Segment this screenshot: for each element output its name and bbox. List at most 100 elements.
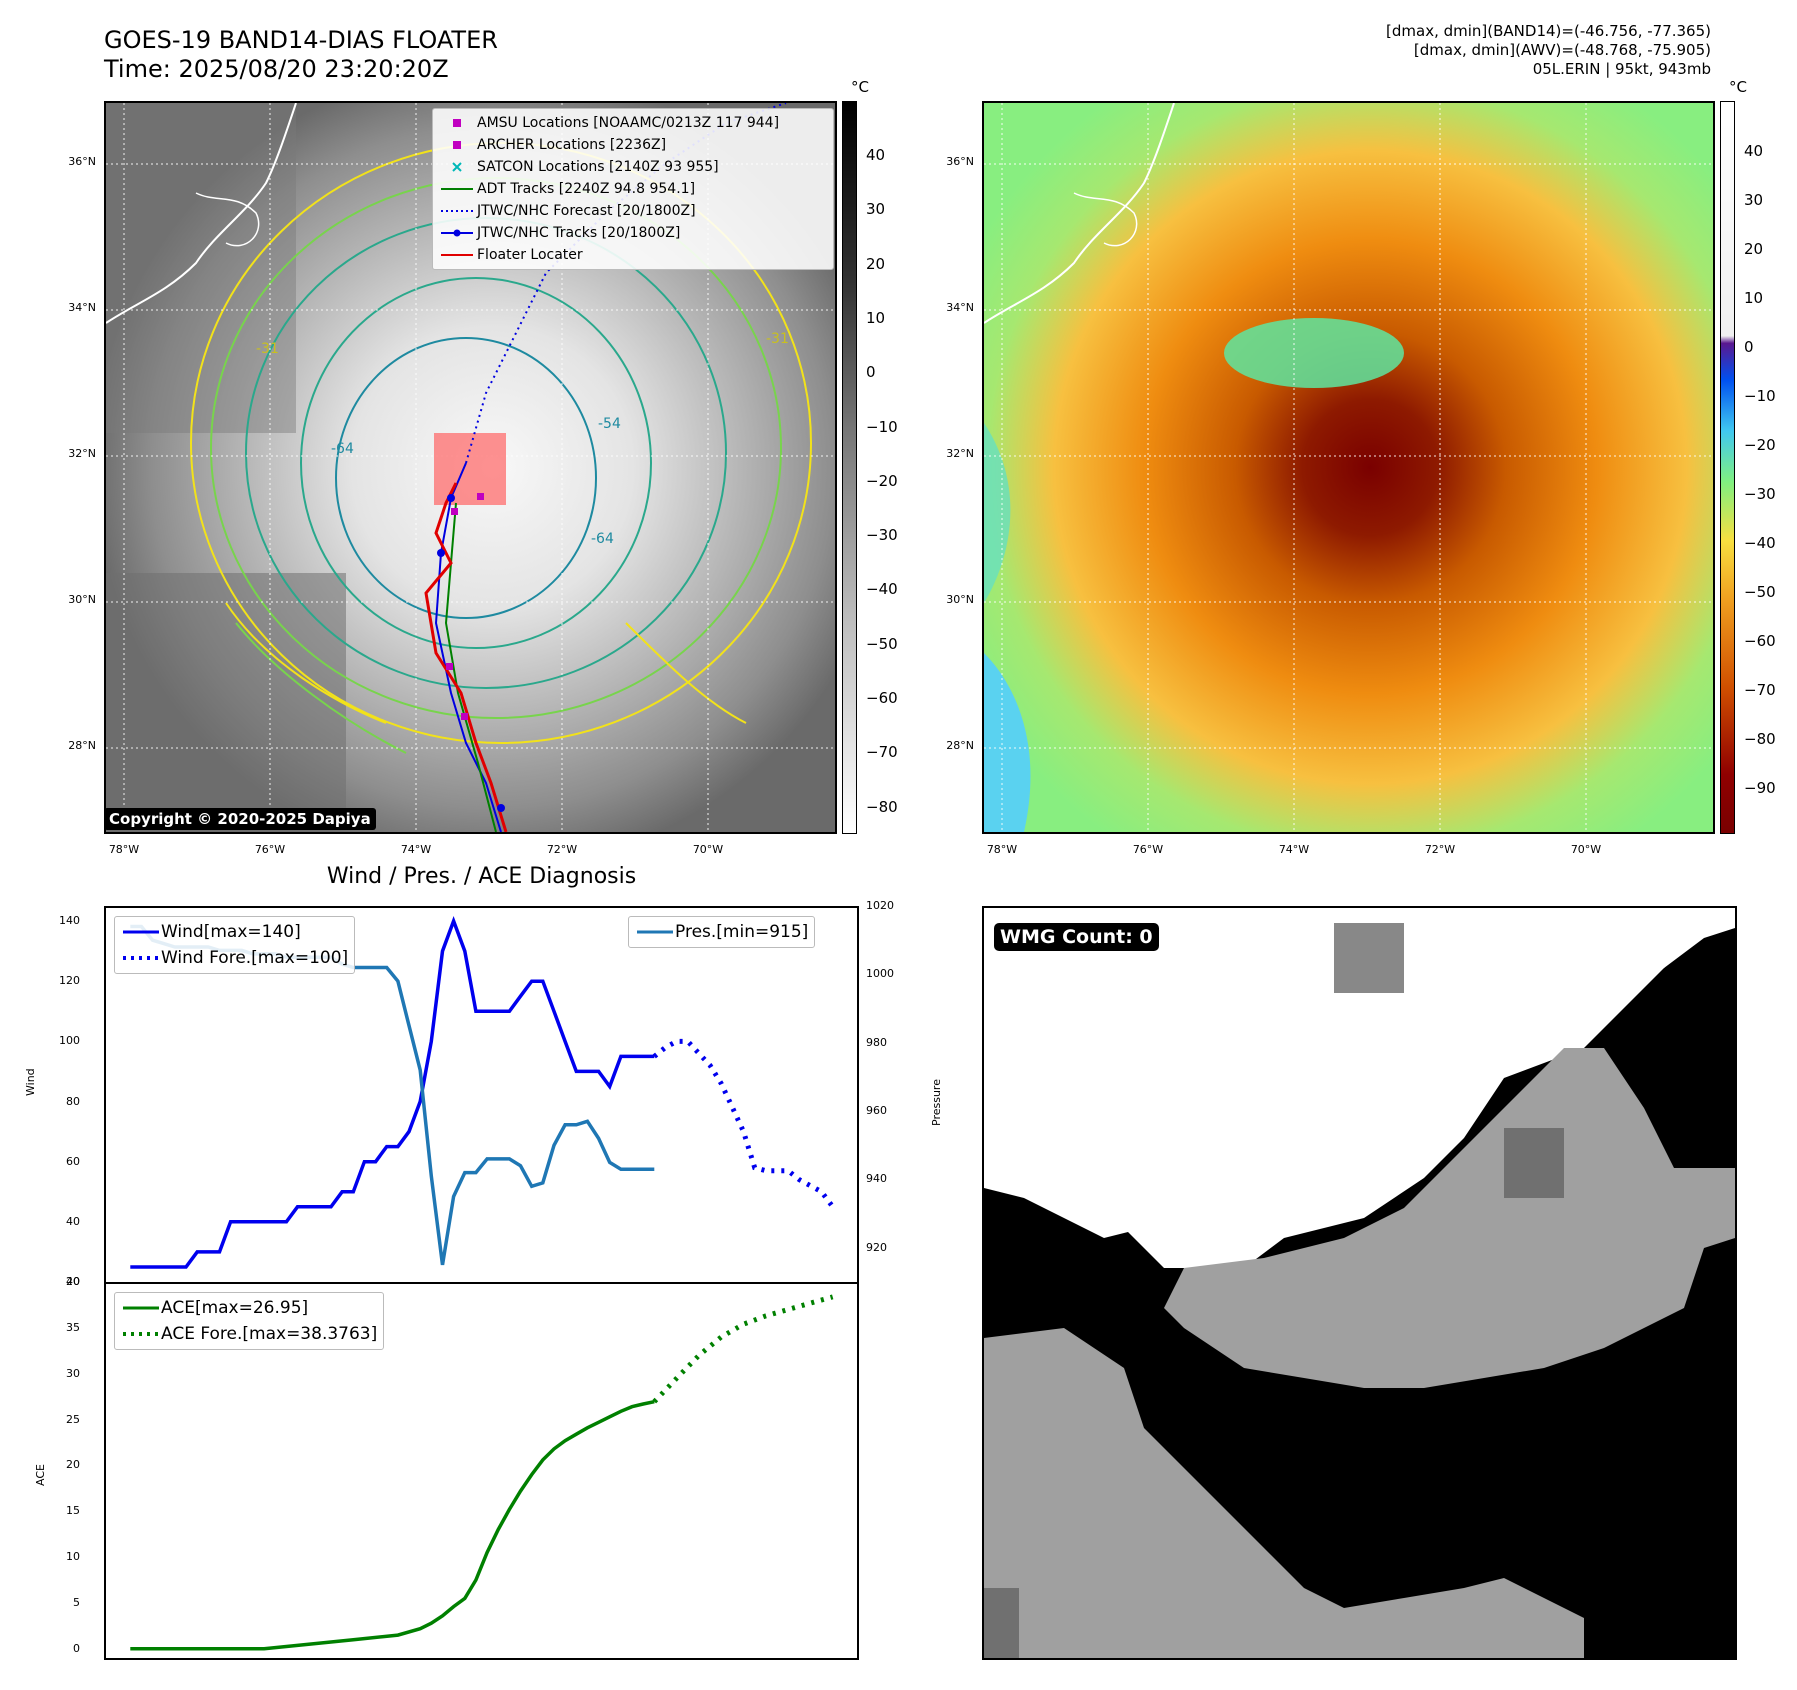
ace-tick-label: 15 xyxy=(66,1504,80,1518)
pressure-tick-label: 1000 xyxy=(866,967,894,981)
colorbar-tick-label: −10 xyxy=(1744,387,1776,405)
line-icon xyxy=(123,930,159,934)
legend-entry: AMSU Locations [NOAAMC/0213Z 117 944] xyxy=(437,112,829,134)
lon-label: 76°W xyxy=(1132,843,1164,856)
ace-tick-label: 0 xyxy=(73,1641,80,1655)
pressure-tick-label: 1020 xyxy=(866,899,894,912)
ace-tick-label: 35 xyxy=(66,1320,80,1334)
colorbar-tick-label: −20 xyxy=(866,471,898,490)
colorbar-tick-label: −30 xyxy=(866,526,898,545)
wind-tick-label: 40 xyxy=(66,1214,80,1228)
lon-label: 74°W xyxy=(1278,843,1310,856)
pressure-tick-label: 980 xyxy=(866,1035,887,1049)
wmg-count-badge: WMG Count: 0 xyxy=(994,923,1159,951)
colorbar-left xyxy=(842,101,857,834)
lat-label: 36°N xyxy=(68,155,96,168)
floater-locater-track xyxy=(424,482,508,832)
lat-label: 32°N xyxy=(946,447,974,460)
lat-label: 30°N xyxy=(946,593,974,606)
awv-map xyxy=(984,103,1713,832)
colorbar-tick-label: −10 xyxy=(866,417,898,436)
colorbar-tick-label: −50 xyxy=(1744,583,1776,601)
dotted-line-icon xyxy=(441,210,473,212)
pressure-tick-label: 940 xyxy=(866,1172,887,1186)
lat-label: 28°N xyxy=(68,739,96,752)
lat-label: 34°N xyxy=(68,301,96,314)
line-icon xyxy=(123,1306,159,1310)
colorbar-tick-label: −60 xyxy=(866,689,898,707)
lat-label: 32°N xyxy=(68,447,96,460)
contour-label: -64 xyxy=(591,531,614,547)
colorbar-tick-label: 40 xyxy=(866,146,886,164)
dotted-line-icon xyxy=(123,1332,159,1336)
colorbar-tick-label: −80 xyxy=(1744,730,1776,748)
wind-tick-label: 120 xyxy=(59,974,80,988)
colorbar-right xyxy=(1720,101,1735,834)
floater-box xyxy=(434,433,506,505)
legend-entry: Floater Locater xyxy=(437,244,829,266)
line-icon xyxy=(441,254,473,256)
colorbar-tick-label: 0 xyxy=(1744,338,1754,356)
map-legend: AMSU Locations [NOAAMC/0213Z 117 944] AR… xyxy=(432,108,834,270)
figure-title: GOES-19 BAND14-DIAS FLOATER Time: 2025/0… xyxy=(104,26,498,83)
colorbar-tick-label: −80 xyxy=(866,797,898,816)
lon-label: 78°W xyxy=(986,843,1018,856)
lat-label: 36°N xyxy=(946,155,974,168)
ace-tick-label: 20 xyxy=(66,1458,80,1472)
colorbar-tick-label: −40 xyxy=(866,580,898,599)
legend-entry: ACE[max=26.95] xyxy=(121,1295,377,1321)
dotted-line-icon xyxy=(123,956,159,960)
colorbar-tick-label: 10 xyxy=(866,308,886,327)
wmg-map xyxy=(984,908,1735,1658)
line-icon xyxy=(637,930,673,934)
lon-label: 78°W xyxy=(108,843,140,856)
adt-track xyxy=(444,502,497,832)
line-dot-icon xyxy=(441,229,473,237)
colorbar-unit: °C xyxy=(1729,78,1747,96)
lat-label: 28°N xyxy=(946,739,974,752)
wind-axis-label: Wind xyxy=(24,1068,37,1096)
wind-series-line xyxy=(652,1038,835,1209)
legend-entry: ARCHER Locations [2236Z] xyxy=(437,134,829,156)
lon-label: 70°W xyxy=(692,843,724,856)
legend-entry: Pres.[min=915] xyxy=(635,919,808,945)
colorbar-tick-label: −60 xyxy=(1744,632,1776,650)
ace-tick-label: 10 xyxy=(66,1550,80,1564)
legend-entry: ADT Tracks [2240Z 94.8 954.1] xyxy=(437,178,829,200)
colorbar-tick-label: 0 xyxy=(866,363,876,382)
legend-entry: JTWC/NHC Tracks [20/1800Z] xyxy=(437,222,829,244)
square-marker-icon xyxy=(453,141,461,149)
ace-panel xyxy=(104,1282,859,1660)
ace-series-line xyxy=(130,1399,655,1651)
jtwc-track xyxy=(434,462,502,832)
colorbar-tick-label: 20 xyxy=(866,254,886,273)
diagnosis-chart xyxy=(130,915,835,1651)
awv-map-panel xyxy=(982,101,1715,834)
ace-series-line xyxy=(652,1294,834,1404)
contour-label: -54 xyxy=(598,416,621,432)
contour-label: -64 xyxy=(331,441,354,457)
line-icon xyxy=(441,188,473,190)
ace-tick-label: 30 xyxy=(66,1366,80,1380)
wind-tick-label: 20 xyxy=(66,1275,80,1288)
wind-tick-label: 80 xyxy=(66,1094,80,1108)
contour-label: -31 xyxy=(766,331,789,347)
colorbar-tick-label: 40 xyxy=(1744,142,1764,160)
colorbar-tick-label: −70 xyxy=(1744,681,1776,699)
colorbar-tick-label: −90 xyxy=(1744,779,1776,797)
pressure-legend: Pres.[min=915] xyxy=(628,916,816,948)
legend-entry: SATCON Locations [2140Z 93 955] xyxy=(437,156,829,178)
lon-label: 76°W xyxy=(254,843,286,856)
copyright-badge: Copyright © 2020-2025 Dapiya xyxy=(104,808,376,830)
colorbar-tick-label: 30 xyxy=(866,200,886,219)
wmg-panel xyxy=(982,906,1737,1660)
colorbar-tick-label: −20 xyxy=(1744,436,1776,454)
pressure-tick-label: 920 xyxy=(866,1240,887,1254)
wind-tick-label: 100 xyxy=(59,1034,80,1048)
ace-tick-label: 25 xyxy=(66,1412,80,1426)
pressure-series-line xyxy=(130,924,655,1266)
square-marker-icon xyxy=(453,119,461,127)
wind-tick-label: 60 xyxy=(66,1154,80,1168)
colorbar-tick-label: 30 xyxy=(1744,191,1764,209)
lon-label: 74°W xyxy=(400,843,432,856)
